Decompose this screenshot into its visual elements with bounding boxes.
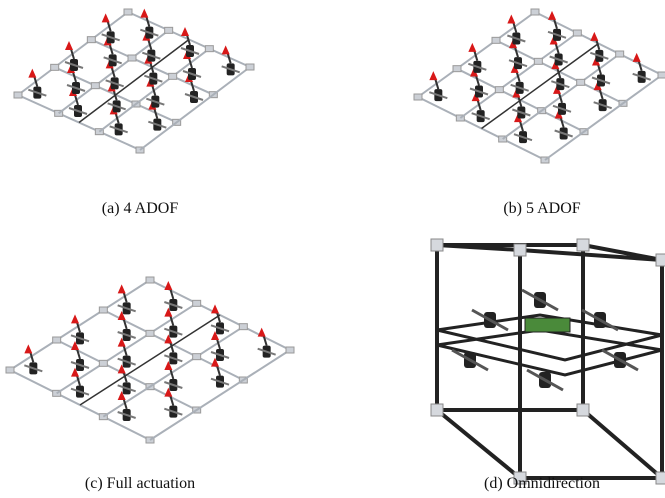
joint xyxy=(492,37,500,43)
thrust-arrow xyxy=(429,71,437,80)
joint xyxy=(14,92,22,98)
cube-bar xyxy=(583,410,662,478)
thrust-stem xyxy=(515,47,518,57)
joint xyxy=(514,244,526,256)
joint xyxy=(656,472,665,484)
thrust-arrow xyxy=(118,284,126,293)
joint xyxy=(414,94,422,100)
joint xyxy=(6,367,14,373)
thrust-arrow xyxy=(65,41,73,50)
caption: (d) Omnidirection xyxy=(484,475,600,492)
joint xyxy=(99,307,107,313)
joint xyxy=(453,66,461,72)
joint xyxy=(577,404,589,416)
thrust-arrow xyxy=(590,32,598,41)
caption: (b) 5 ADOF xyxy=(503,200,580,217)
thrust-stem xyxy=(639,61,642,71)
joint xyxy=(658,72,665,78)
joint xyxy=(146,330,154,336)
cube-bar xyxy=(437,410,520,478)
joint xyxy=(99,360,107,366)
joint xyxy=(431,404,443,416)
joint xyxy=(53,337,61,343)
thrust-stem xyxy=(476,76,479,86)
frame-bar xyxy=(482,44,599,129)
thrust-arrow xyxy=(548,11,556,20)
joint xyxy=(239,324,247,330)
joint xyxy=(656,254,665,266)
joint xyxy=(205,46,213,52)
caption: (a) 4 ADOF xyxy=(102,200,179,217)
joint xyxy=(128,55,136,61)
thrust-arrow xyxy=(164,281,172,290)
joint xyxy=(577,79,585,85)
thrust-arrow xyxy=(140,9,148,18)
joint xyxy=(146,277,154,283)
joint xyxy=(87,37,95,43)
joint xyxy=(165,27,173,33)
board xyxy=(525,318,570,332)
thrust-arrow xyxy=(211,304,219,313)
joint xyxy=(431,239,443,251)
joint xyxy=(193,354,201,360)
thrust-arrow xyxy=(468,43,476,52)
thrust-arrow xyxy=(633,53,641,62)
joint xyxy=(91,83,99,89)
joint xyxy=(577,239,589,251)
joint xyxy=(124,9,132,15)
joint xyxy=(246,64,254,70)
frame-bar xyxy=(79,40,189,123)
joint xyxy=(534,58,542,64)
thrust-arrow xyxy=(71,314,79,323)
joint xyxy=(193,300,201,306)
thrust-arrow xyxy=(181,27,189,36)
joint xyxy=(616,51,624,57)
thrust-arrow xyxy=(222,45,230,54)
thrust-stem xyxy=(554,19,557,29)
joint xyxy=(495,87,503,93)
joint xyxy=(531,9,539,15)
joint xyxy=(286,347,294,353)
thrust-stem xyxy=(600,89,603,99)
thrust-arrow xyxy=(102,13,110,22)
thrust-arrow xyxy=(258,328,266,337)
thrust-arrow xyxy=(28,69,36,78)
joint xyxy=(169,73,177,79)
thrust-arrow xyxy=(507,15,515,24)
figure: (a) 4 ADOF (b) 5 ADOF (c) Full actuation… xyxy=(0,0,665,498)
thrust-stem xyxy=(561,118,564,128)
joint xyxy=(51,64,59,70)
illustrations xyxy=(6,9,665,484)
joint xyxy=(573,30,581,36)
caption: (c) Full actuation xyxy=(85,475,195,492)
thrust-arrow xyxy=(24,344,32,353)
